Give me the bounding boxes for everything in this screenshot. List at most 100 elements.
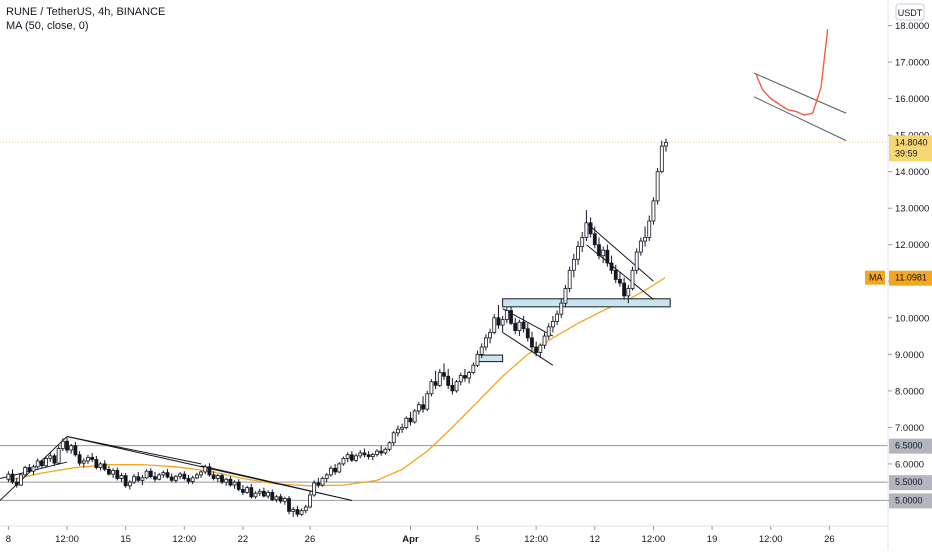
candle-body xyxy=(341,458,346,465)
candle-body xyxy=(618,279,622,284)
projection-channel-line[interactable] xyxy=(753,96,847,142)
candle xyxy=(458,372,463,386)
candle xyxy=(530,331,534,351)
candle-body xyxy=(655,171,660,202)
candle-body xyxy=(421,404,425,410)
candle xyxy=(366,451,371,460)
candle-body xyxy=(207,466,212,476)
candle-body xyxy=(44,458,48,467)
ma-price-label-box xyxy=(889,270,932,286)
candle xyxy=(228,476,233,487)
candle xyxy=(161,470,166,478)
candle xyxy=(442,363,446,380)
candle xyxy=(525,323,530,342)
candle-body xyxy=(358,452,363,457)
candle-body xyxy=(303,506,308,512)
candle-body xyxy=(429,381,434,395)
candle-body xyxy=(362,452,367,456)
candle xyxy=(475,350,480,368)
candle-body xyxy=(148,470,153,478)
candle xyxy=(655,168,660,205)
candle xyxy=(169,473,174,483)
candle-body xyxy=(161,472,166,476)
candle-body xyxy=(328,467,333,476)
candle-body xyxy=(534,346,539,353)
candle-body xyxy=(588,222,593,235)
candle-body xyxy=(584,222,589,238)
candle-body xyxy=(102,463,107,470)
candle xyxy=(496,305,501,329)
trendline[interactable] xyxy=(502,331,554,366)
y-tick-label: 9.0000 xyxy=(895,350,924,361)
candle-body xyxy=(119,475,124,479)
candle xyxy=(261,487,266,498)
candle-body xyxy=(504,310,509,321)
trendline[interactable] xyxy=(200,465,352,501)
ma-indicator-label[interactable]: MA (50, close, 0) xyxy=(6,20,89,32)
candle xyxy=(182,471,187,481)
candle-body xyxy=(387,442,392,450)
candle xyxy=(425,390,430,411)
candle xyxy=(90,452,95,463)
ma-tag-text: MA xyxy=(869,273,883,283)
candle-body xyxy=(492,317,497,333)
candle-body xyxy=(450,384,455,392)
y-tick-label: 13.0000 xyxy=(895,204,929,215)
candle-body xyxy=(538,344,543,353)
candle-body xyxy=(174,475,178,481)
level-price-label-box xyxy=(889,438,932,454)
level-price-label-box xyxy=(889,475,932,491)
candle-body xyxy=(169,476,174,481)
candle xyxy=(571,253,576,278)
candle xyxy=(56,445,61,464)
candle-body xyxy=(299,510,304,515)
candle-body xyxy=(123,475,128,487)
candle-body xyxy=(458,375,463,383)
candle-body xyxy=(278,496,283,502)
candle-body xyxy=(182,473,187,479)
candle xyxy=(601,246,606,263)
level-price-label-text: 5.0000 xyxy=(895,495,923,505)
candle-body xyxy=(86,456,90,462)
candle-body xyxy=(396,428,400,434)
candle xyxy=(224,477,229,486)
candle-body xyxy=(77,454,82,464)
candle-body xyxy=(664,142,668,147)
candle xyxy=(186,474,191,484)
candle xyxy=(253,491,258,499)
candle xyxy=(174,474,178,483)
y-tick-label: 17.0000 xyxy=(895,58,929,69)
candle-body xyxy=(425,393,430,410)
candle-body xyxy=(111,470,116,475)
candle xyxy=(165,469,170,479)
projection-channel-line[interactable] xyxy=(753,72,847,114)
support-zone-rect[interactable] xyxy=(502,298,671,308)
currency-button[interactable]: USDT xyxy=(895,3,925,21)
candle xyxy=(550,315,555,333)
candle-body xyxy=(550,321,555,328)
candle xyxy=(278,493,283,504)
candle xyxy=(622,277,627,300)
candle xyxy=(35,458,40,470)
projection-path[interactable] xyxy=(754,29,829,116)
candle-body xyxy=(60,440,65,449)
symbol-title[interactable]: RUNE / TetherUS, 4h, BINANCE xyxy=(6,6,166,18)
candle-body xyxy=(605,249,610,264)
candle xyxy=(345,452,350,463)
candle-body xyxy=(567,269,572,289)
x-tick-label: 12:00 xyxy=(524,534,548,545)
candle-body xyxy=(261,490,266,497)
candle xyxy=(408,412,413,426)
trendline[interactable] xyxy=(586,222,654,282)
candle xyxy=(102,460,107,472)
candle-body xyxy=(232,481,237,486)
candle-body xyxy=(446,375,451,386)
candle xyxy=(463,368,467,382)
ma-price-label-text: 11.0981 xyxy=(895,273,927,283)
candle-body xyxy=(383,448,388,454)
candle xyxy=(140,474,145,486)
candle-body xyxy=(467,372,472,379)
candle xyxy=(19,473,23,486)
candle xyxy=(178,471,183,480)
